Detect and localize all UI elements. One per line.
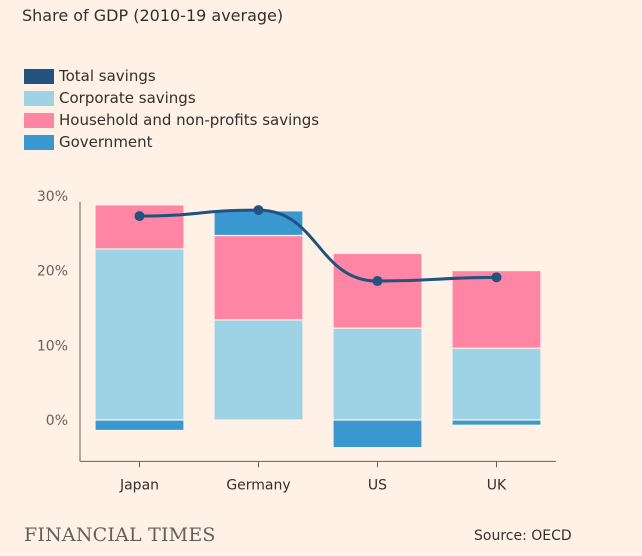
x-tick-label: Germany — [226, 477, 290, 493]
legend-label-corporate-savings: Corporate savings — [59, 89, 196, 107]
total-savings-point-germany — [253, 205, 264, 216]
x-tick-label: US — [368, 477, 387, 493]
legend: Total savings Corporate savings Househol… — [24, 65, 319, 153]
y-tick-label: 10% — [37, 338, 68, 354]
legend-label-household-savings: Household and non-profits savings — [59, 111, 320, 129]
bar-uk-government — [451, 419, 542, 426]
bar-us-government — [332, 419, 423, 449]
legend-swatch-government — [24, 134, 54, 150]
legend-item-household-savings: Household and non-profits savings — [24, 109, 319, 131]
total-savings-point-us — [372, 276, 383, 287]
bar-japan-government — [94, 419, 185, 432]
legend-item-government: Government — [24, 131, 319, 153]
total-savings-point-japan — [134, 211, 145, 222]
y-tick-label: 0% — [46, 413, 68, 429]
bar-uk-corporate-savings — [451, 347, 542, 421]
bar-us-corporate-savings — [332, 327, 423, 421]
legend-item-corporate-savings: Corporate savings — [24, 87, 319, 109]
chart-area: 0% 10% 20% 30% Japan Germany US UK — [37, 189, 556, 493]
legend-swatch-corporate-savings — [24, 90, 54, 106]
x-tick-label: UK — [487, 477, 507, 493]
total-savings-line — [139, 208, 497, 283]
total-savings-point-uk — [491, 272, 502, 283]
chart-title: Share of GDP (2010-19 average) — [22, 6, 284, 25]
legend-label-government: Government — [59, 133, 153, 151]
ft-logo: FINANCIAL TIMES — [24, 524, 216, 546]
source-note: Source: OECD — [474, 528, 572, 544]
y-tick-label: 20% — [37, 264, 68, 280]
y-tick-label: 30% — [37, 189, 68, 205]
bar-japan-corporate-savings — [94, 248, 185, 421]
legend-item-total-savings: Total savings — [24, 65, 319, 87]
bar-germany-household-and-non-profits-savings — [213, 234, 304, 321]
legend-label-total-savings: Total savings — [59, 67, 156, 85]
bar-us-household-and-non-profits-savings — [332, 252, 423, 329]
legend-swatch-total-savings — [24, 68, 54, 84]
bar-uk-household-and-non-profits-savings — [451, 270, 542, 349]
bar-germany-corporate-savings — [213, 319, 304, 421]
x-tick-label: Japan — [119, 477, 159, 493]
legend-swatch-household-savings — [24, 112, 54, 128]
